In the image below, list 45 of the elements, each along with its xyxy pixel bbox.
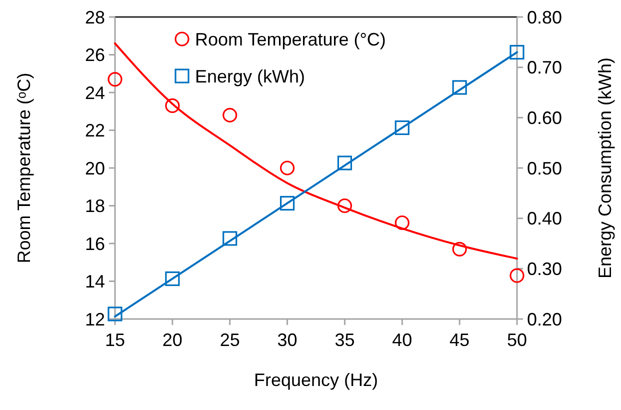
point <box>510 268 524 283</box>
y-tick-label: 28 <box>84 7 105 28</box>
point <box>394 120 410 136</box>
y-tick-label: 22 <box>84 120 105 141</box>
y2-tick-label: 0.80 <box>527 7 562 28</box>
y-tick-label: 16 <box>84 234 105 254</box>
x-tick-label: 50 <box>506 330 528 350</box>
point <box>510 44 524 60</box>
y2-tick-label: 0.40 <box>527 208 562 229</box>
point <box>337 198 352 214</box>
x-tick-label: 15 <box>104 330 126 350</box>
point <box>108 72 122 87</box>
y2-tick-label: 0.60 <box>527 108 562 128</box>
y-tick-label: 12 <box>84 309 105 330</box>
point <box>222 108 238 122</box>
point <box>280 196 295 211</box>
y-tick-label: 20 <box>84 158 105 178</box>
y2-tick-label: 0.70 <box>527 58 562 78</box>
y-tick-label: 24 <box>84 82 105 103</box>
y-tick-label: 26 <box>84 45 105 66</box>
y-tick-label: 18 <box>84 196 105 216</box>
point <box>452 80 467 95</box>
y2-axis-title: Energy Consumption (kWh) <box>595 57 615 279</box>
x-tick-label: 35 <box>334 330 355 350</box>
point <box>337 156 352 170</box>
legend-label: Energy (kWh) <box>195 66 306 86</box>
y2-tick-label: 0.50 <box>527 158 562 178</box>
y-tick-label: 14 <box>84 272 105 292</box>
point <box>280 160 295 176</box>
x-tick-label: 20 <box>162 330 182 350</box>
point <box>108 306 122 322</box>
x-axis-title: Frequency (Hz) <box>254 370 378 390</box>
point <box>452 242 467 256</box>
point <box>165 271 180 286</box>
point <box>222 231 238 246</box>
point <box>394 215 410 230</box>
point <box>165 98 180 114</box>
x-tick-label: 45 <box>450 330 470 350</box>
y2-tick-label: 0.20 <box>527 309 562 330</box>
legend-label: Room Temperature (°C) <box>195 29 386 50</box>
y2-tick-label: 0.30 <box>527 258 562 279</box>
x-tick-label: 30 <box>277 330 298 350</box>
y-axis-title: Room Temperature (ᵒC) <box>14 72 34 264</box>
x-tick-label: 25 <box>220 330 240 350</box>
x-tick-label: 40 <box>392 330 412 350</box>
